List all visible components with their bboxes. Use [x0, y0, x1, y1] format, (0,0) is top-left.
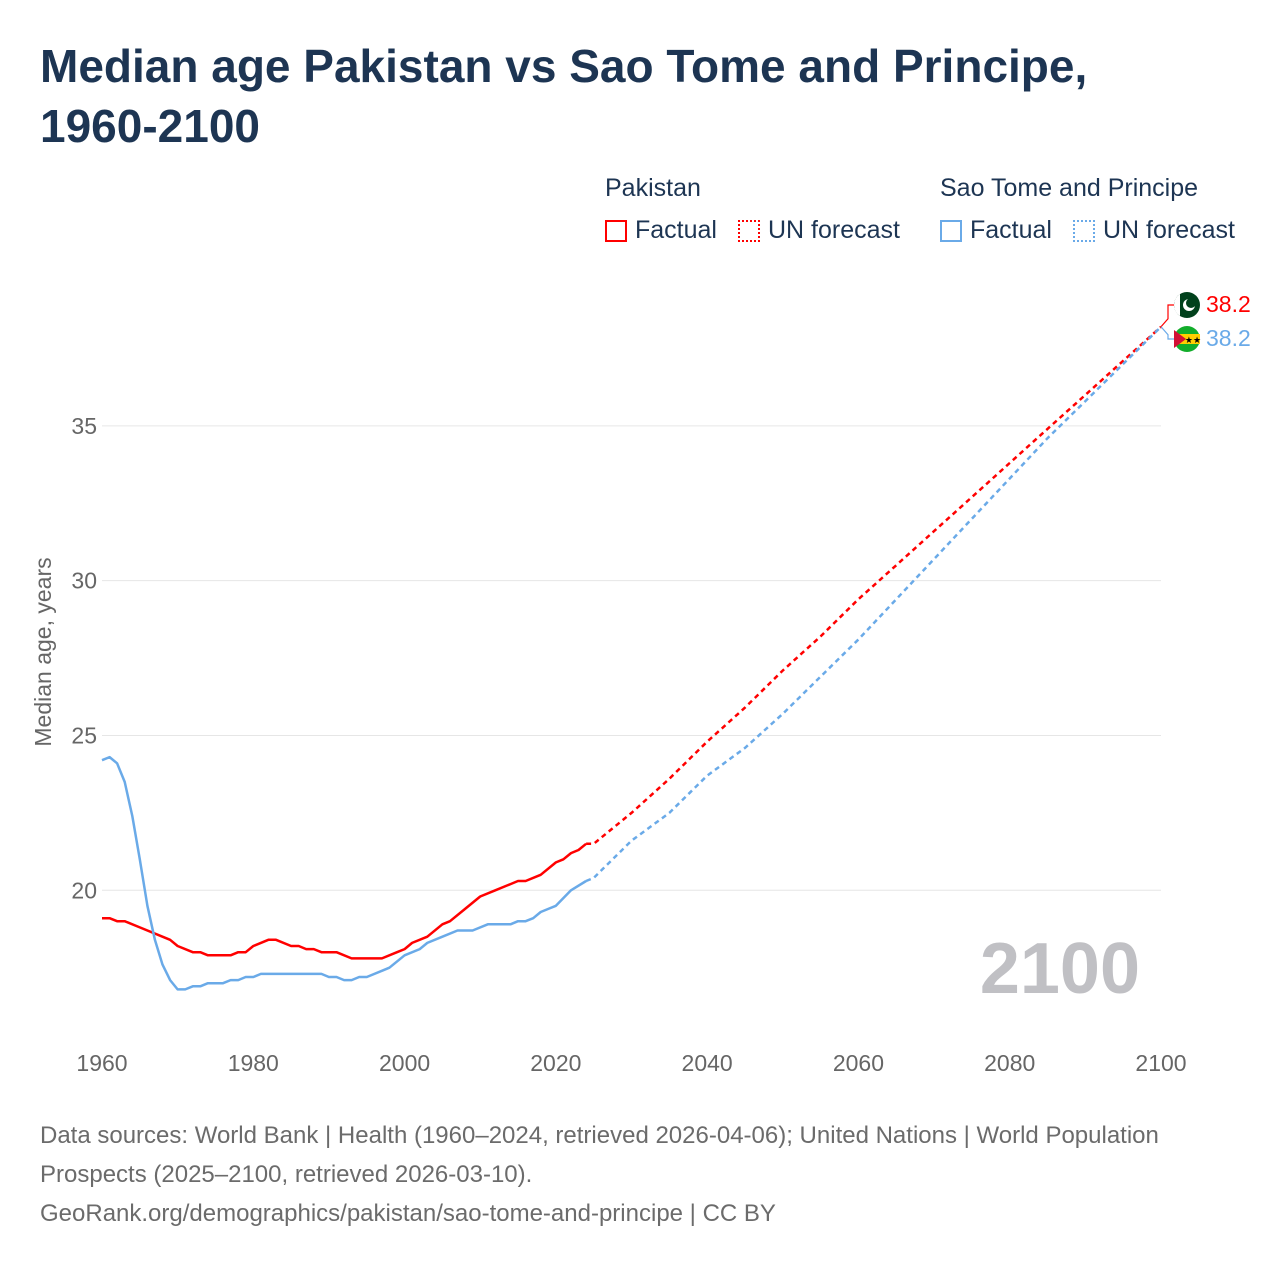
x-tick-label: 2040	[682, 1050, 733, 1076]
pakistan-flag-icon	[1173, 292, 1200, 318]
legend-swatch-dotted	[1073, 219, 1095, 242]
x-tick-label: 2100	[1135, 1050, 1186, 1076]
y-tick-label: 20	[71, 877, 97, 903]
flag-triangle	[1174, 330, 1186, 348]
legend-sao-tome-forecast[interactable]: UN forecast	[1073, 216, 1235, 245]
end-label-pakistan: 38.2	[1206, 291, 1251, 317]
legend-label: Factual	[970, 216, 1052, 244]
series-line-pakistan-factual	[102, 842, 587, 960]
series-line-pakistan-forecast	[586, 325, 1162, 846]
legend-pakistan-forecast[interactable]: UN forecast	[738, 216, 900, 245]
x-tick-label: 2060	[833, 1050, 884, 1076]
legend-label: UN forecast	[1103, 216, 1235, 244]
x-tick-label: 2080	[984, 1050, 1035, 1076]
legend-swatch-solid	[605, 219, 627, 242]
end-label-connector	[1160, 304, 1176, 328]
x-tick-label: 1960	[76, 1050, 127, 1076]
flag-band	[1173, 294, 1180, 316]
legend-sao-tome-factual[interactable]: Factual	[940, 216, 1052, 245]
legend-label: Factual	[635, 216, 717, 244]
series-line-sao-tome-forecast	[585, 325, 1162, 883]
end-label-connector	[1160, 326, 1176, 340]
flag-band	[1174, 334, 1200, 344]
legend-group-pakistan: Pakistan	[605, 174, 701, 202]
footer-attribution[interactable]: GeoRank.org/demographics/pakistan/sao-to…	[40, 1200, 776, 1227]
x-tick-label: 2020	[530, 1050, 581, 1076]
footer: Data sources: World Bank | Health (1960–…	[40, 1116, 1240, 1233]
flag-crescent-cut	[1186, 298, 1196, 308]
flag-stars: ★★	[1185, 335, 1201, 345]
y-tick-label: 25	[71, 722, 97, 748]
legend-swatch-solid	[940, 219, 962, 242]
legend-pakistan-factual[interactable]: Factual	[605, 216, 717, 245]
legend-label: UN forecast	[768, 216, 900, 244]
chart-title: Median age Pakistan vs Sao Tome and Prin…	[40, 40, 1088, 152]
year-watermark: 2100	[980, 929, 1140, 1009]
plot-area: 20 25 30 35 1960 1980 2000 2020 2040 2060 2080 2100…	[30, 291, 1251, 1076]
x-tick-label: 2000	[379, 1050, 430, 1076]
legend-group-sao-tome: Sao Tome and Principe	[940, 174, 1199, 202]
end-label-sao-tome: 38.2	[1206, 325, 1251, 351]
sao-tome-flag-icon: ★★	[1174, 326, 1201, 352]
footer-sources: Data sources: World Bank | Health (1960–…	[40, 1122, 1159, 1188]
legend-swatch-dotted	[738, 219, 760, 242]
y-tick-label: 30	[71, 568, 97, 594]
y-axis-label: Median age, years	[30, 557, 56, 746]
x-tick-label: 1980	[228, 1050, 279, 1076]
y-tick-label: 35	[71, 413, 97, 439]
series-line-sao-tome-factual	[101, 755, 587, 991]
